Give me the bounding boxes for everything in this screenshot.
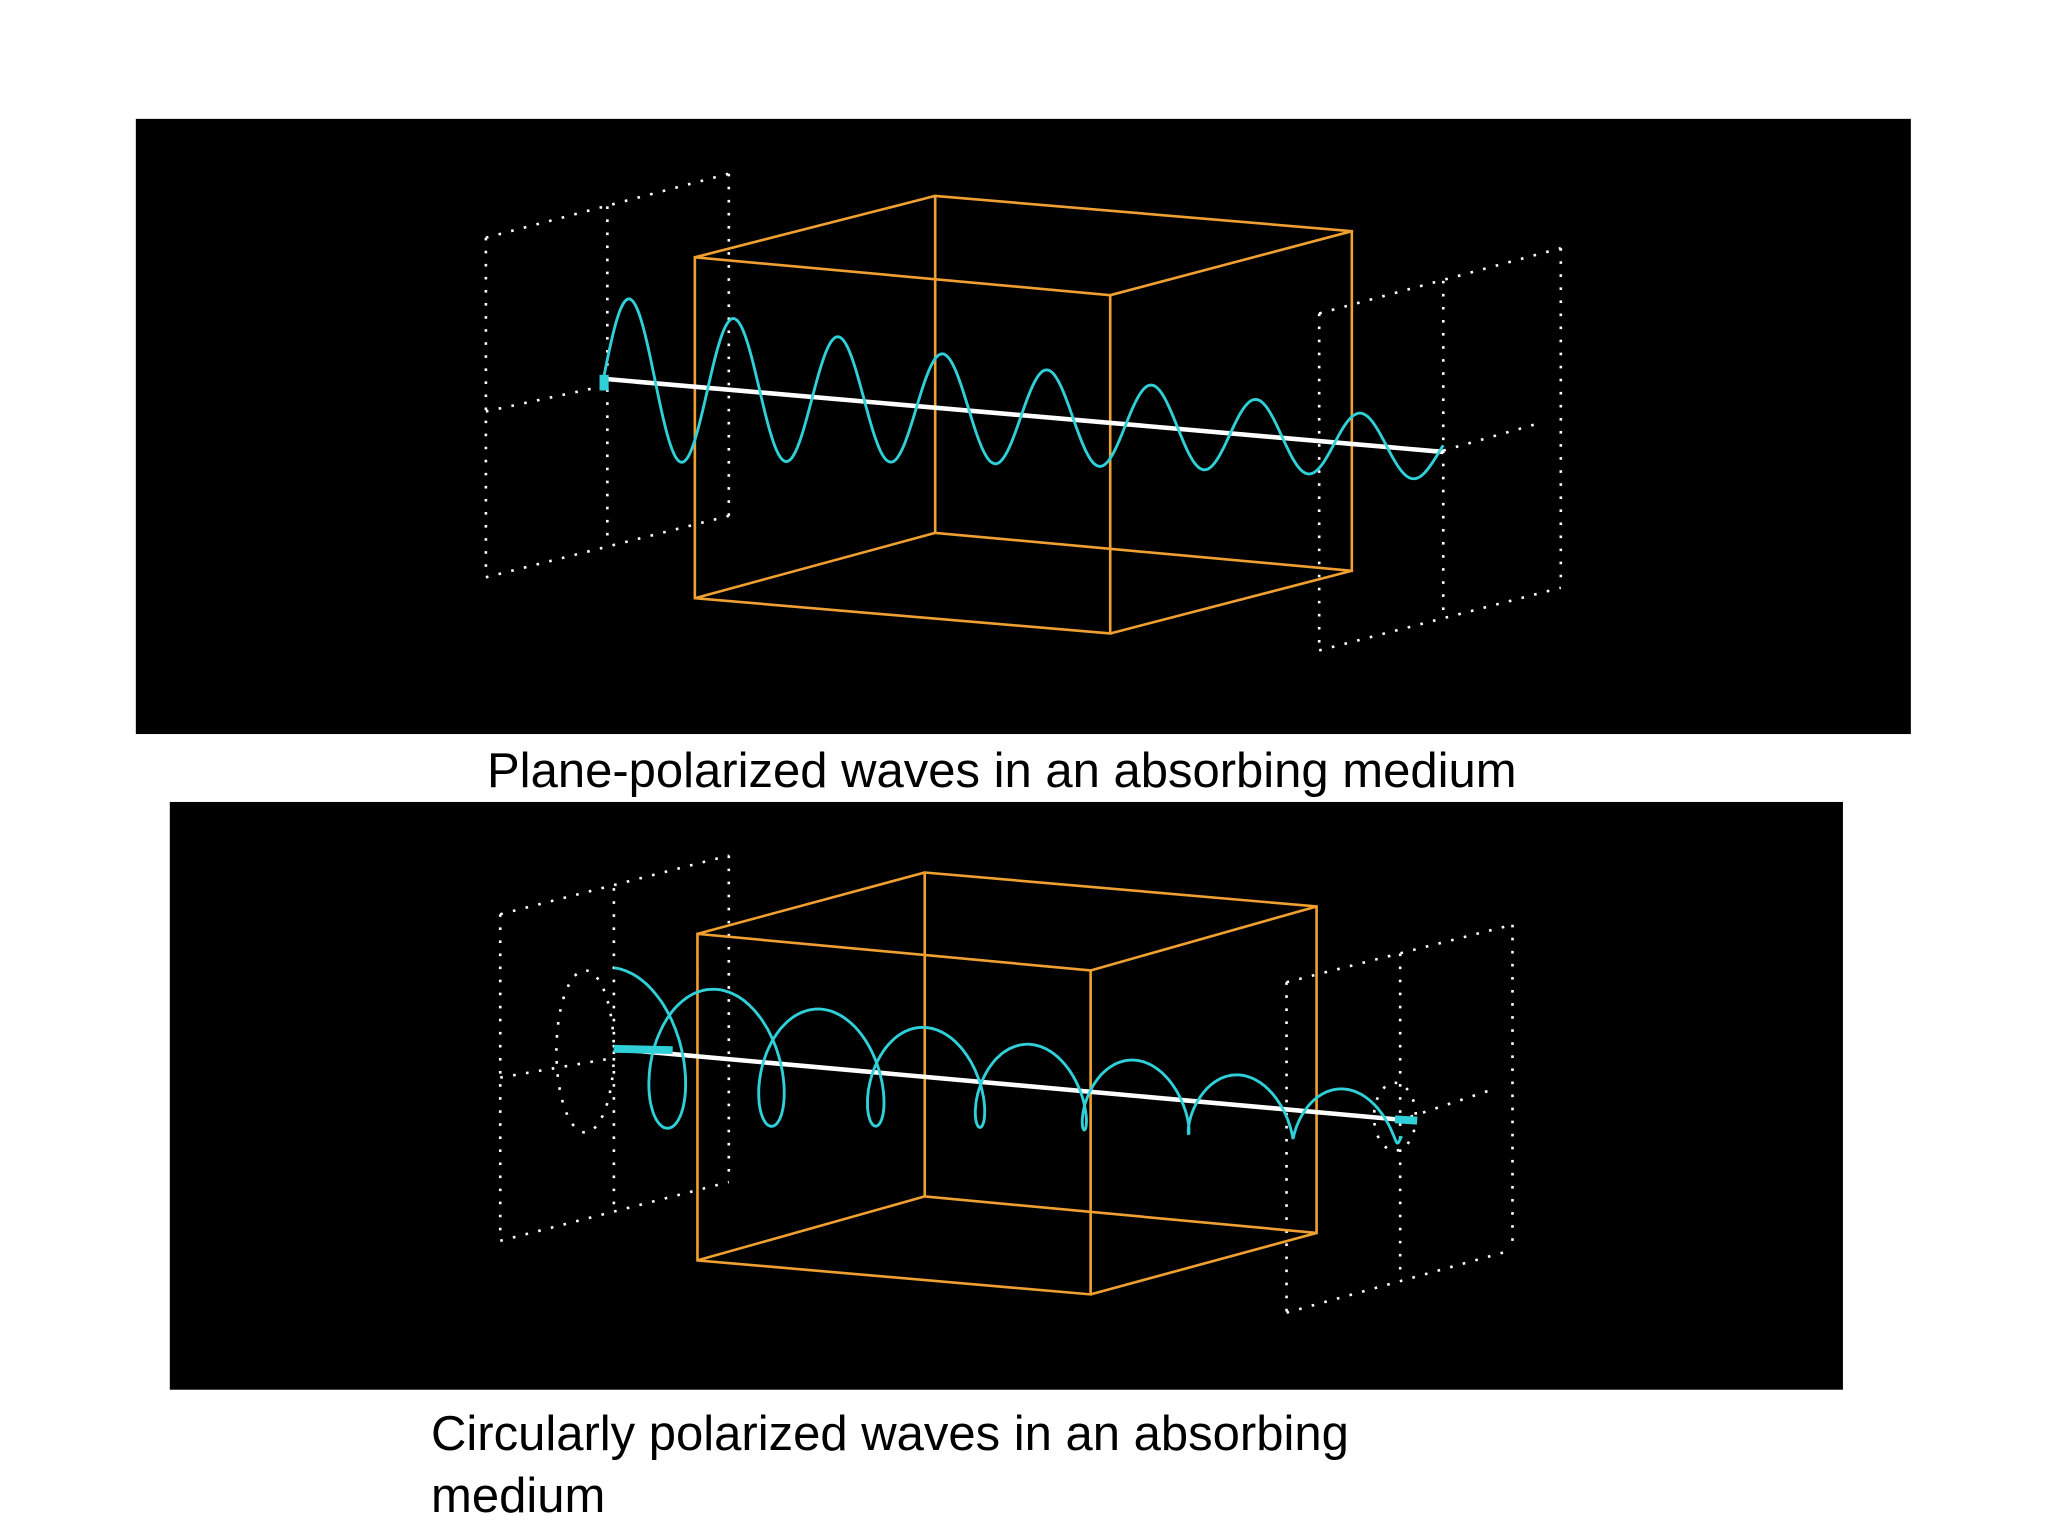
plane-wave	[602, 297, 1445, 481]
panel-background	[135, 118, 1911, 735]
wave-start	[599, 374, 609, 391]
panel-background	[169, 801, 1843, 1390]
field-vector	[613, 1044, 673, 1055]
caption: Circularly polarized waves in an absorbi…	[431, 1407, 1349, 1523]
propagation-axis	[613, 1046, 1411, 1123]
field-vector	[1394, 1115, 1418, 1125]
circular-wave	[613, 966, 1403, 1145]
propagation-axis	[603, 376, 1444, 455]
medium-box	[693, 194, 1354, 635]
medium-box	[696, 871, 1318, 1296]
caption: Plane-polarized waves in an absorbing me…	[487, 744, 1517, 798]
